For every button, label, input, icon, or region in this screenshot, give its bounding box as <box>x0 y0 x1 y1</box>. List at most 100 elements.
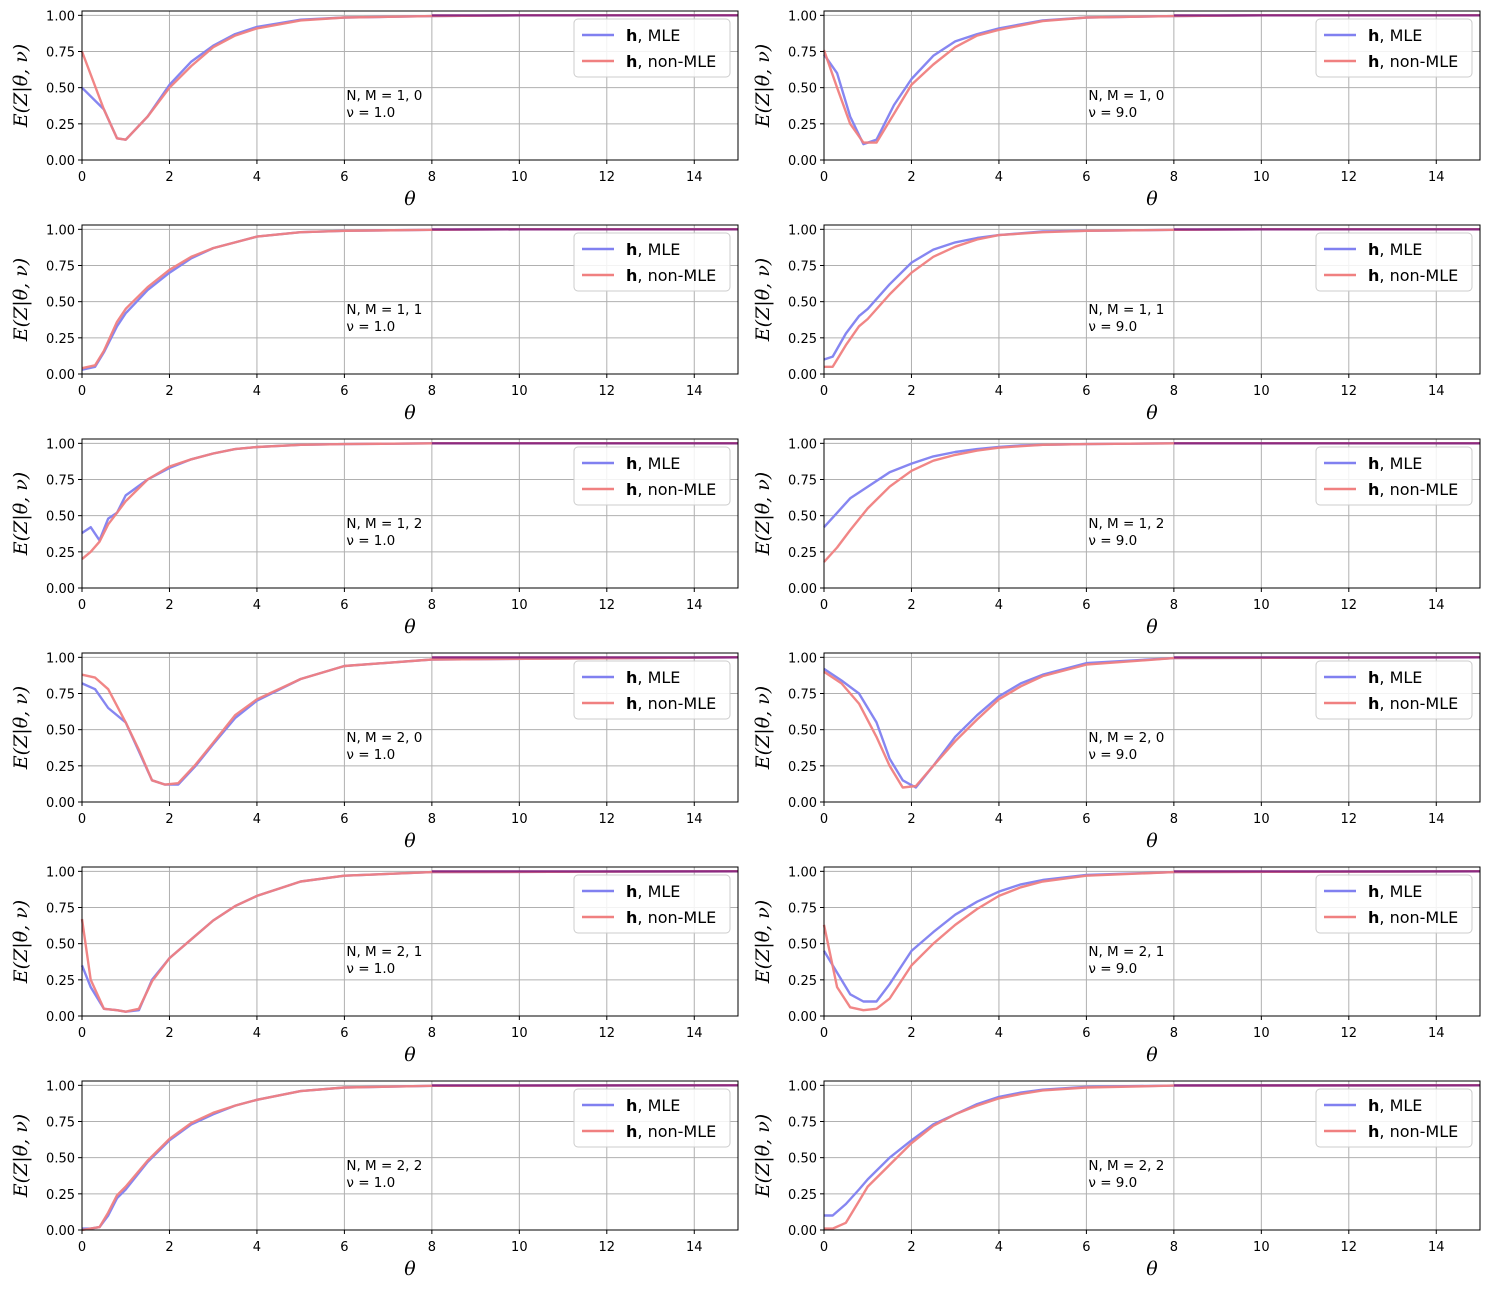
x-axis-label: θ <box>1146 830 1158 852</box>
legend-label: h, MLE <box>1368 882 1422 901</box>
x-axis-label: θ <box>1146 1258 1158 1280</box>
y-axis-label: E(Z|θ, ν) <box>752 900 774 984</box>
legend-box <box>573 232 731 292</box>
y-tick-label: 1.00 <box>788 651 817 666</box>
legend-label-rest: , MLE <box>637 668 680 687</box>
x-tick-label: 8 <box>1170 812 1178 827</box>
y-tick-label: 0.75 <box>788 1116 817 1131</box>
axes-frame <box>823 866 1481 1017</box>
legend-label-rest: , MLE <box>637 1096 680 1115</box>
legend-label-rest: , MLE <box>637 240 680 259</box>
legend-box <box>573 1088 731 1148</box>
annotation-nm: N, M = 1, 0 <box>1088 88 1164 104</box>
y-tick-label: 0.75 <box>46 902 75 917</box>
y-tick-label: 1.00 <box>46 651 75 666</box>
legend-label-rest: , non-MLE <box>637 1122 716 1141</box>
x-tick-label: 4 <box>995 812 1003 827</box>
legend-label-rest: , MLE <box>1379 454 1422 473</box>
legend-label: h, non-MLE <box>626 1122 716 1141</box>
y-axis-label: E(Z|θ, ν) <box>752 472 774 556</box>
y-tick-label: 0.50 <box>46 724 75 739</box>
legend-label-rest: , non-MLE <box>1379 480 1458 499</box>
x-tick-label: 12 <box>1341 1240 1358 1255</box>
annotation-nu: ν = 1.0 <box>346 319 395 335</box>
x-tick-label: 12 <box>599 170 616 185</box>
axes-frame <box>81 224 739 375</box>
legend-box <box>573 874 731 934</box>
y-tick-label: 0.25 <box>788 974 817 989</box>
y-tick-label: 0.25 <box>46 118 75 133</box>
x-tick-label: 8 <box>428 598 436 613</box>
annotation-nu: ν = 9.0 <box>1088 1175 1137 1191</box>
annotation-nu: ν = 9.0 <box>1088 747 1137 763</box>
annotation-nu: ν = 1.0 <box>346 961 395 977</box>
legend-label: h, non-MLE <box>626 908 716 927</box>
x-tick-label: 14 <box>686 1240 703 1255</box>
legend-label-bold: h <box>1368 668 1379 687</box>
x-tick-label: 6 <box>340 170 348 185</box>
y-tick-label: 0.25 <box>788 118 817 133</box>
x-tick-label: 4 <box>253 598 261 613</box>
x-tick-label: 6 <box>1082 384 1090 399</box>
x-tick-label: 0 <box>78 1240 86 1255</box>
legend-label-bold: h <box>626 882 637 901</box>
annotation-nm: N, M = 2, 1 <box>1088 944 1164 960</box>
x-tick-label: 14 <box>686 384 703 399</box>
annotation-nu: ν = 1.0 <box>346 105 395 121</box>
x-tick-label: 6 <box>340 598 348 613</box>
x-tick-label: 0 <box>78 170 86 185</box>
x-tick-label: 12 <box>599 384 616 399</box>
y-axis-label: E(Z|θ, ν) <box>10 44 32 128</box>
y-tick-label: 0.50 <box>46 510 75 525</box>
legend-label: h, MLE <box>1368 26 1422 45</box>
subplot-10: 0 2 4 6 8 10 12 14 0.00 0.25 0.50 0.75 1.00 θ E(Z|θ, ν… <box>752 865 1481 1066</box>
legend-label: h, MLE <box>626 1096 680 1115</box>
x-tick-label: 2 <box>907 1026 915 1041</box>
x-tick-label: 8 <box>1170 1240 1178 1255</box>
series-line-non-mle <box>823 656 1481 789</box>
legend-label: h, MLE <box>626 668 680 687</box>
annotation-nu: ν = 1.0 <box>346 533 395 549</box>
x-tick-label: 8 <box>1170 170 1178 185</box>
legend-label: h, MLE <box>1368 1096 1422 1115</box>
legend-label: h, non-MLE <box>1368 1122 1458 1141</box>
annotation-nu: ν = 9.0 <box>1088 319 1137 335</box>
x-tick-label: 14 <box>1428 384 1445 399</box>
legend-label-bold: h <box>626 454 637 473</box>
x-tick-label: 6 <box>1082 1026 1090 1041</box>
x-tick-label: 12 <box>1341 1026 1358 1041</box>
x-tick-label: 4 <box>995 1026 1003 1041</box>
x-axis-label: θ <box>1146 188 1158 210</box>
x-tick-label: 10 <box>1253 598 1270 613</box>
x-tick-label: 10 <box>1253 812 1270 827</box>
legend-label: h, MLE <box>626 882 680 901</box>
y-tick-label: 0.50 <box>788 724 817 739</box>
annotation-nm: N, M = 2, 0 <box>346 730 422 746</box>
legend-label-rest: , non-MLE <box>1379 52 1458 71</box>
legend-label-bold: h <box>626 26 637 45</box>
annotation-nu: ν = 1.0 <box>346 747 395 763</box>
y-tick-label: 0.75 <box>788 260 817 275</box>
legend-label: h, MLE <box>626 454 680 473</box>
x-tick-label: 14 <box>1428 812 1445 827</box>
y-tick-label: 0.50 <box>788 296 817 311</box>
legend-label-rest: , non-MLE <box>637 694 716 713</box>
annotation-nm: N, M = 2, 0 <box>1088 730 1164 746</box>
annotation-nu: ν = 9.0 <box>1088 105 1137 121</box>
y-tick-label: 1.00 <box>788 437 817 452</box>
legend-label-bold: h <box>1368 266 1379 285</box>
subplot-4: 0 2 4 6 8 10 12 14 0.00 0.25 0.50 0.75 1.00 θ E(Z|θ, ν… <box>752 223 1481 424</box>
x-tick-label: 2 <box>165 598 173 613</box>
series-line-non-mle <box>80 870 739 1013</box>
legend-label-bold: h <box>626 240 637 259</box>
y-tick-label: 0.50 <box>788 938 817 953</box>
legend-label-bold: h <box>1368 52 1379 71</box>
subplot-8: 0 2 4 6 8 10 12 14 0.00 0.25 0.50 0.75 1.00 θ E(Z|θ, ν… <box>752 651 1481 852</box>
axes-frame <box>81 1080 739 1231</box>
annotation-nm: N, M = 1, 1 <box>346 302 422 318</box>
y-tick-label: 0.25 <box>788 332 817 347</box>
legend-box <box>573 446 731 506</box>
legend-label: h, non-MLE <box>626 480 716 499</box>
x-tick-label: 4 <box>253 812 261 827</box>
x-tick-label: 6 <box>340 1026 348 1041</box>
